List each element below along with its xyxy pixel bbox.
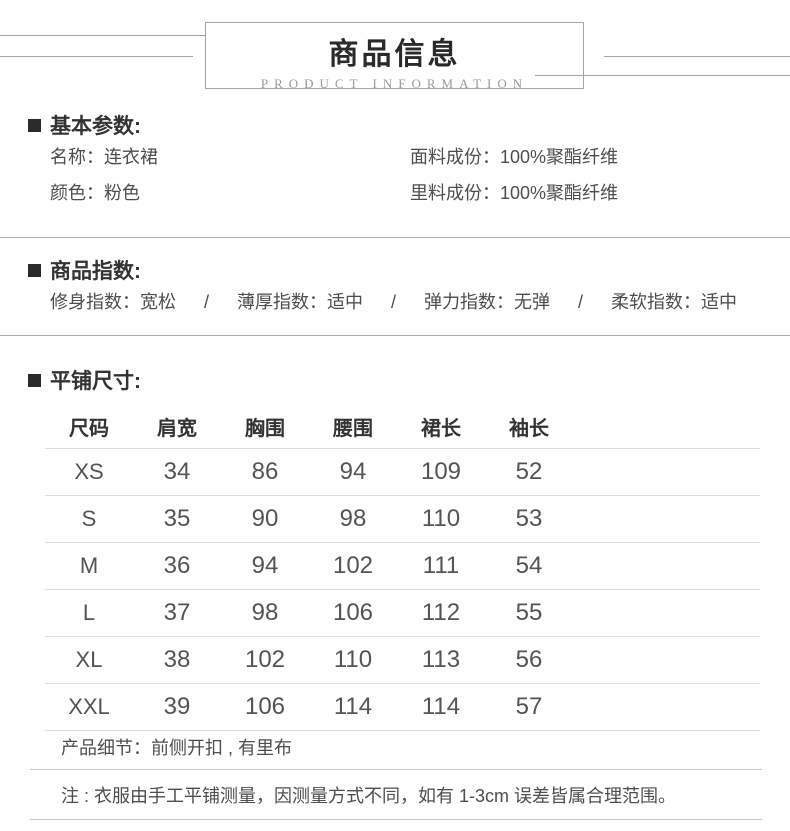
header-line-left-bottom — [0, 56, 193, 57]
filler-cell — [573, 683, 760, 731]
filler-cell — [573, 448, 760, 496]
basic-params-heading-label: 基本参数: — [50, 115, 141, 138]
header-cell-length: 裙长 — [397, 404, 485, 449]
size-cell: XXL — [45, 683, 133, 731]
size-cell: M — [45, 542, 133, 590]
value-cell: 86 — [221, 448, 309, 496]
value-cell: 102 — [221, 636, 309, 684]
header-line-right-top — [604, 56, 790, 57]
index-item-softness: 柔软指数：适中 — [611, 292, 738, 312]
size-section-heading: 平铺尺寸: — [28, 368, 141, 393]
value-cell: 111 — [397, 542, 485, 590]
value-cell: 54 — [485, 542, 573, 590]
table-row-xxl: XXL 39 106 114 114 57 — [45, 683, 760, 731]
value-cell: 110 — [309, 636, 397, 684]
product-index-heading-label: 商品指数: — [50, 260, 141, 283]
basic-params-heading: 基本参数: — [28, 113, 141, 138]
square-bullet-icon — [28, 118, 41, 132]
product-index-heading: 商品指数: — [28, 258, 141, 283]
value-cell: 37 — [133, 589, 221, 637]
table-row-s: S 35 90 98 110 53 — [45, 495, 760, 543]
value-cell: 56 — [485, 636, 573, 684]
value-cell: 57 — [485, 683, 573, 731]
value-cell: 35 — [133, 495, 221, 543]
table-row-xl: XL 38 102 110 113 56 — [45, 636, 760, 684]
measurement-note-row: 注 : 衣服由手工平铺测量，因测量方式不同，如有 1-3cm 误差皆属合理范围。 — [30, 770, 762, 820]
product-index-row: 修身指数：宽松 / 薄厚指数：适中 / 弹力指数：无弹 / 柔软指数：适中 — [50, 291, 762, 313]
product-detail-text: 产品细节：前侧开扣 , 有里布 — [61, 737, 293, 758]
value-cell: 55 — [485, 589, 573, 637]
size-cell: XL — [45, 636, 133, 684]
value-cell: 106 — [221, 683, 309, 731]
header-cell-waist: 腰围 — [309, 404, 397, 449]
filler-cell — [573, 542, 760, 590]
index-item-fit: 修身指数：宽松 — [50, 292, 176, 312]
size-table: 尺码 肩宽 胸围 腰围 裙长 袖长 XS 34 86 94 109 52 S 3 — [45, 404, 760, 731]
value-cell: 38 — [133, 636, 221, 684]
filler-cell — [573, 495, 760, 543]
value-cell: 52 — [485, 448, 573, 496]
table-row-l: L 37 98 106 112 55 — [45, 589, 760, 637]
square-bullet-icon — [28, 263, 41, 277]
size-table-header-row: 尺码 肩宽 胸围 腰围 裙长 袖长 — [45, 404, 760, 449]
header-cell-size: 尺码 — [45, 404, 133, 449]
param-name: 名称：连衣裙 — [50, 147, 158, 167]
value-cell: 53 — [485, 495, 573, 543]
table-row-m: M 36 94 102 111 54 — [45, 542, 760, 590]
filler-cell — [573, 589, 760, 637]
value-cell: 94 — [309, 448, 397, 496]
size-cell: L — [45, 589, 133, 637]
value-cell: 98 — [309, 495, 397, 543]
value-cell: 106 — [309, 589, 397, 637]
index-separator: / — [204, 292, 210, 312]
value-cell: 39 — [133, 683, 221, 731]
value-cell: 110 — [397, 495, 485, 543]
param-lining: 里料成份：100%聚酯纤维 — [410, 183, 619, 203]
filler-cell — [573, 636, 760, 684]
header-cell-shoulder: 肩宽 — [133, 404, 221, 449]
value-cell: 94 — [221, 542, 309, 590]
index-item-elasticity: 弹力指数：无弹 — [424, 292, 551, 312]
value-cell: 114 — [309, 683, 397, 731]
index-separator: / — [578, 292, 584, 312]
param-fabric: 面料成份：100%聚酯纤维 — [410, 147, 619, 167]
header-cell-bust: 胸围 — [221, 404, 309, 449]
value-cell: 112 — [397, 589, 485, 637]
size-cell: XS — [45, 448, 133, 496]
size-cell: S — [45, 495, 133, 543]
index-separator: / — [391, 292, 397, 312]
value-cell: 90 — [221, 495, 309, 543]
table-row-xs: XS 34 86 94 109 52 — [45, 448, 760, 496]
value-cell: 114 — [397, 683, 485, 731]
header-cell-sleeve: 袖长 — [485, 404, 573, 449]
value-cell: 102 — [309, 542, 397, 590]
title-box: 商品信息 PRODUCT INFORMATION — [205, 22, 584, 91]
measurement-note-text: 注 : 衣服由手工平铺测量，因测量方式不同，如有 1-3cm 误差皆属合理范围。 — [61, 785, 677, 806]
page-title: 商品信息 — [328, 38, 461, 71]
product-detail-row: 产品细节：前侧开扣 , 有里布 — [30, 724, 762, 770]
value-cell: 98 — [221, 589, 309, 637]
header-line-left-top — [0, 35, 206, 36]
value-cell: 34 — [133, 448, 221, 496]
size-section-heading-label: 平铺尺寸: — [50, 370, 141, 393]
square-bullet-icon — [28, 373, 41, 387]
page-subtitle: PRODUCT INFORMATION — [260, 76, 529, 91]
divider-middle — [0, 335, 790, 336]
param-color: 颜色：粉色 — [50, 183, 140, 203]
divider-top — [0, 237, 790, 238]
value-cell: 113 — [397, 636, 485, 684]
value-cell: 109 — [397, 448, 485, 496]
header-filler-cell — [573, 404, 760, 449]
index-item-thickness: 薄厚指数：适中 — [237, 292, 364, 312]
value-cell: 36 — [133, 542, 221, 590]
header-line-right-bottom — [535, 75, 790, 76]
